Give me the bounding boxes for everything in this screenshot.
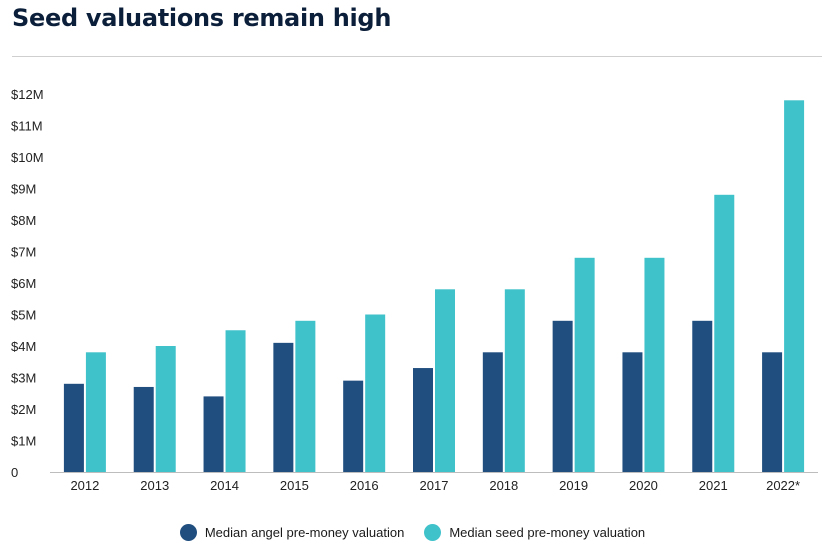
bar-angel — [133, 386, 154, 472]
y-tick-label: $11M — [11, 119, 43, 134]
bar-angel — [343, 380, 364, 472]
bar-seed — [714, 194, 735, 473]
bar-seed — [784, 100, 805, 473]
x-tick-label: 2012 — [70, 478, 99, 493]
bar-seed — [155, 346, 176, 472]
x-tick-label: 2021 — [699, 478, 728, 493]
y-tick-label: $5M — [11, 308, 36, 323]
legend-swatch-seed — [424, 523, 442, 541]
y-tick-label: $2M — [11, 402, 36, 417]
y-tick-label: $9M — [11, 182, 36, 197]
bar-seed — [644, 257, 665, 472]
bar-angel — [762, 352, 783, 472]
y-tick-label: $7M — [11, 245, 36, 260]
x-tick-label: 2014 — [210, 478, 239, 493]
chart-title: Seed valuations remain high — [12, 4, 392, 32]
y-tick-label: $4M — [11, 339, 36, 354]
bar-angel — [552, 320, 573, 472]
x-tick-label: 2016 — [350, 478, 379, 493]
bar-angel — [692, 320, 713, 472]
y-tick-label: $6M — [11, 276, 36, 291]
bar-angel — [273, 342, 294, 472]
legend-item-seed: Median seed pre-money valuation — [424, 523, 646, 541]
y-tick-label: $3M — [11, 371, 36, 386]
bar-seed — [435, 289, 455, 472]
bar-seed — [85, 352, 106, 472]
bar-chart: 0 $1M $2M $3M $4M $5M $6M $7M $8M $9M $10M $11M $12M… — [11, 87, 818, 493]
x-tick-label: 2018 — [489, 478, 518, 493]
legend-label-seed: Median seed pre-money valuation — [449, 524, 646, 540]
y-tick-label: $12M — [11, 87, 44, 102]
x-tick-label: 2019 — [559, 478, 588, 493]
legend-label-angel: Median angel pre-money valuation — [204, 524, 405, 540]
y-tick-label: $8M — [11, 213, 36, 228]
bar-angel — [203, 396, 224, 472]
bar-seed — [225, 330, 246, 472]
bar-angel — [622, 352, 643, 472]
bar-seed — [295, 320, 316, 472]
y-tick-label: $1M — [11, 434, 36, 449]
bar-seed — [504, 289, 525, 472]
legend: Median angel pre-money valuation Median … — [0, 520, 825, 544]
bar-angel — [413, 368, 433, 472]
bar-angel — [63, 383, 84, 472]
legend-item-angel: Median angel pre-money valuation — [179, 523, 405, 541]
x-tick-label: 2022* — [766, 478, 800, 493]
legend-swatch-angel — [179, 523, 197, 541]
x-tick-label: 2020 — [629, 478, 658, 493]
x-tick-label: 2013 — [140, 478, 169, 493]
title-divider — [12, 56, 822, 57]
bar-seed — [574, 257, 595, 472]
x-tick-label: 2017 — [420, 478, 449, 493]
y-tick-label: $10M — [11, 150, 44, 165]
bar-angel — [482, 352, 503, 472]
y-tick-label: 0 — [11, 465, 18, 480]
x-tick-label: 2015 — [280, 478, 309, 493]
bar-seed — [365, 314, 386, 472]
